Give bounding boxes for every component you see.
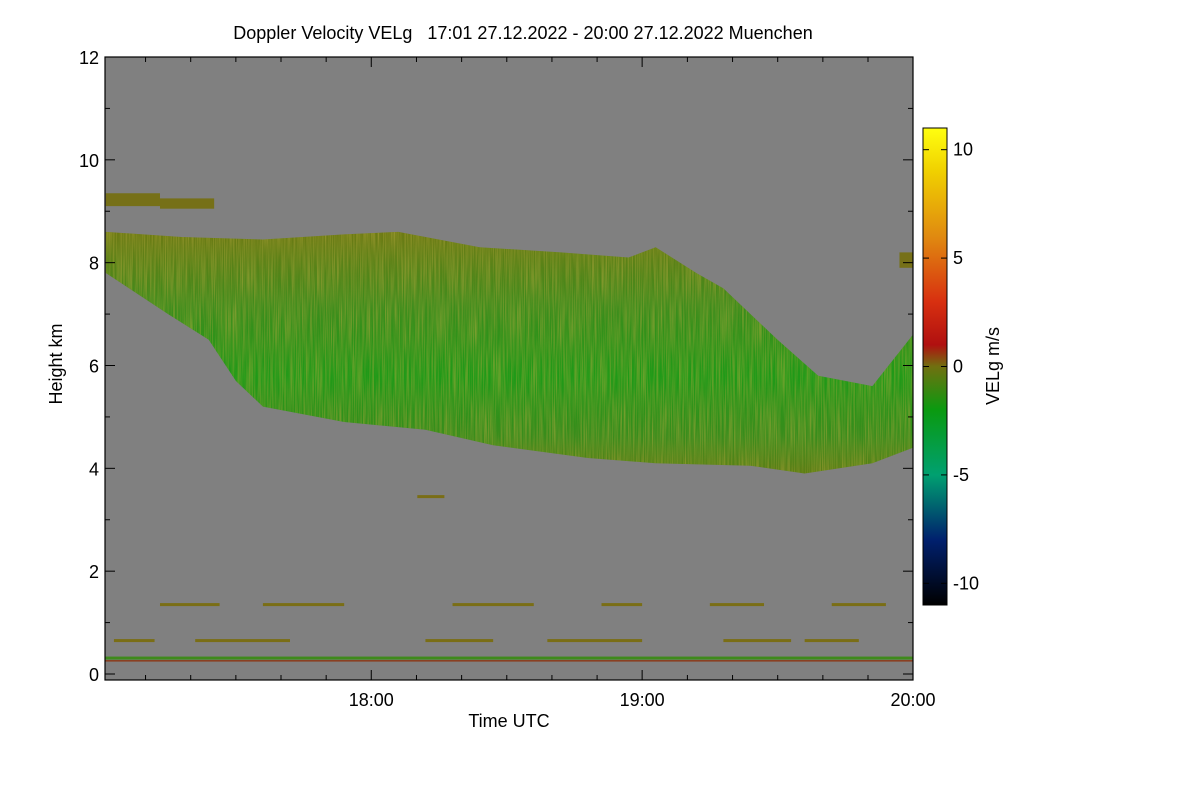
colorbar: 10 5 0 -5 -10 VELg m/s: [922, 127, 1003, 606]
cloud-texture-streaks: [105, 231, 913, 474]
cirrus-fragment: [899, 252, 913, 268]
surface-layer-red: [105, 660, 913, 662]
low-level-layer: [804, 639, 859, 643]
low-level-layer: [547, 639, 643, 643]
x-tick-label: 18:00: [349, 690, 394, 710]
x-axis-label: Time UTC: [468, 711, 549, 731]
low-level-layer: [723, 639, 792, 643]
y-tick-label: 12: [79, 48, 99, 68]
colorbar-ticks: 10 5 0 -5 -10: [923, 140, 979, 593]
colorbar-tick-label: -5: [953, 465, 969, 485]
plot-area: 0 2 4 6 8 10 12 18:00 19:00 20:00: [79, 48, 936, 710]
y-tick-label: 6: [89, 357, 99, 377]
low-level-layer: [601, 603, 643, 607]
cirrus-fragment: [105, 193, 160, 207]
low-level-layer: [452, 603, 534, 607]
low-level-layer: [425, 639, 494, 643]
cirrus-fragment: [159, 198, 215, 209]
x-tick-label: 19:00: [620, 690, 665, 710]
low-level-layer: [709, 603, 765, 607]
y-axis: 0 2 4 6 8 10 12: [79, 48, 913, 685]
low-level-layer: [195, 639, 291, 643]
surface-layer: [105, 656, 913, 660]
x-axis: 18:00 19:00 20:00: [145, 57, 936, 710]
y-tick-label: 8: [89, 254, 99, 274]
x-tick-label: 20:00: [890, 690, 935, 710]
y-axis-label: Height km: [46, 323, 66, 404]
colorbar-tick-label: 5: [953, 248, 963, 268]
y-tick-label: 4: [89, 459, 99, 479]
y-tick-label: 10: [79, 151, 99, 171]
velocity-data-layer: [105, 193, 913, 662]
low-level-layer: [831, 603, 886, 607]
plot-frame: [104, 56, 914, 681]
low-level-layer: [417, 495, 445, 499]
colorbar-tick-label: 10: [953, 140, 973, 160]
chart-title: Doppler Velocity VELg 17:01 27.12.2022 -…: [233, 23, 812, 43]
colorbar-tick-label: -10: [953, 573, 979, 593]
y-tick-label: 0: [89, 665, 99, 685]
low-level-layer: [113, 639, 155, 643]
y-tick-label: 2: [89, 562, 99, 582]
colorbar-label: VELg m/s: [983, 327, 1003, 405]
low-level-layer: [262, 603, 345, 607]
low-level-layer: [159, 603, 220, 607]
colorbar-tick-label: 0: [953, 357, 963, 377]
